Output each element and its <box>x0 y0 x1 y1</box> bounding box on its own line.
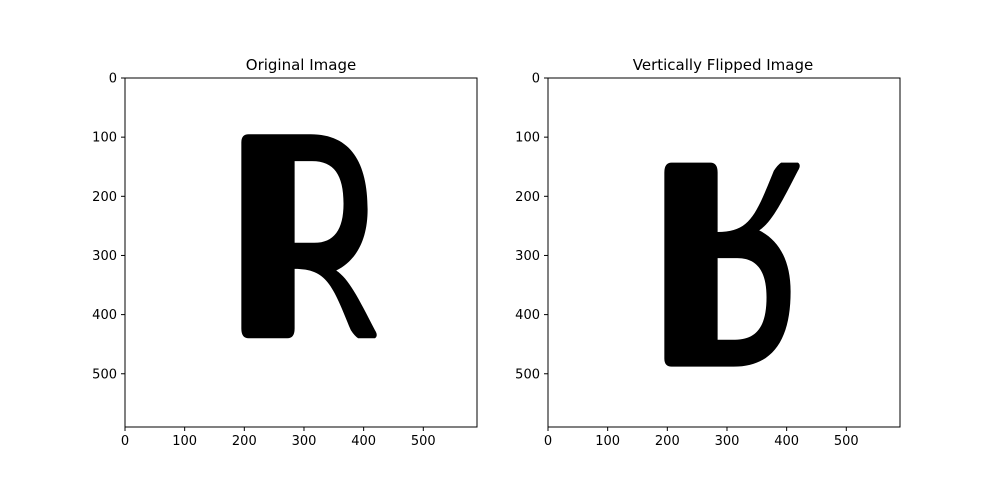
axes-frame <box>547 77 901 428</box>
x-tick-label: 200 <box>655 434 680 449</box>
y-tick-label: 300 <box>92 249 117 264</box>
y-tick-label: 0 <box>532 72 540 87</box>
x-tick-label: 100 <box>172 434 197 449</box>
x-tick-label: 100 <box>595 434 620 449</box>
axes-frame <box>124 77 478 428</box>
x-tick-label: 400 <box>351 434 376 449</box>
x-tick-label: 200 <box>232 434 257 449</box>
panel-title: Vertically Flipped Image <box>633 56 813 74</box>
y-tick-label: 0 <box>109 72 117 87</box>
letter-r-glyph <box>241 134 377 339</box>
y-tick-label: 100 <box>92 131 117 146</box>
x-tick-label: 500 <box>411 434 436 449</box>
x-tick-label: 0 <box>121 434 129 449</box>
y-tick-label: 500 <box>92 367 117 382</box>
y-tick-label: 500 <box>515 367 540 382</box>
flipped-letter-r-glyph <box>664 162 800 367</box>
flipped-image-panel: Vertically Flipped Image 0 100 200 300 400 50… <box>515 56 901 449</box>
y-tick-label: 200 <box>515 190 540 205</box>
y-tick-label: 300 <box>515 249 540 264</box>
y-tick-label: 200 <box>92 190 117 205</box>
y-tick-label: 100 <box>515 131 540 146</box>
x-tick-label: 300 <box>715 434 740 449</box>
x-tick-label: 0 <box>544 434 552 449</box>
original-image-panel: Original Image 0 100 200 300 400 500 0 100 200 30… <box>92 56 478 449</box>
x-tick-label: 300 <box>292 434 317 449</box>
y-tick-label: 400 <box>92 308 117 323</box>
y-tick-label: 400 <box>515 308 540 323</box>
panel-title: Original Image <box>246 56 356 74</box>
x-tick-label: 500 <box>834 434 859 449</box>
x-tick-label: 400 <box>774 434 799 449</box>
